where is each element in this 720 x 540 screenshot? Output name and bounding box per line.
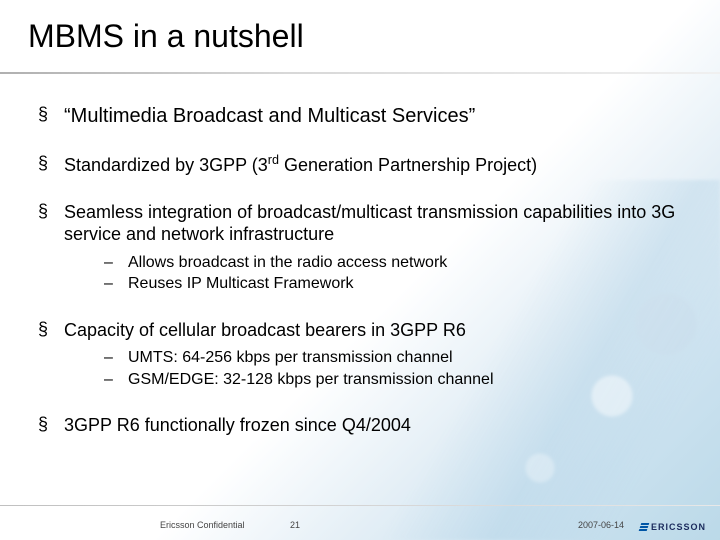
footer-confidential: Ericsson Confidential — [160, 520, 245, 530]
sub-bullet-list: Allows broadcast in the radio access net… — [104, 252, 692, 295]
bullet-item: Seamless integration of broadcast/multic… — [38, 201, 692, 295]
logo-text: ERICSSON — [651, 522, 706, 532]
bullet-item: “Multimedia Broadcast and Multicast Serv… — [38, 104, 692, 129]
slide: MBMS in a nutshell “Multimedia Broadcast… — [0, 0, 720, 540]
bullet-list: “Multimedia Broadcast and Multicast Serv… — [38, 104, 692, 437]
sub-bullet-item: GSM/EDGE: 32-128 kbps per transmission c… — [104, 369, 692, 391]
title-underline — [0, 72, 720, 74]
sub-bullet-item: UMTS: 64-256 kbps per transmission chann… — [104, 347, 692, 369]
slide-title: MBMS in a nutshell — [28, 18, 304, 55]
ericsson-logo: ERICSSON — [640, 522, 706, 532]
bullet-item: 3GPP R6 functionally frozen since Q4/200… — [38, 414, 692, 437]
bullet-text: “Multimedia Broadcast and Multicast Serv… — [64, 105, 475, 127]
footer: Ericsson Confidential 21 2007-06-14 ERIC… — [0, 512, 720, 540]
title-area: MBMS in a nutshell — [28, 18, 304, 55]
logo-bars-icon — [639, 523, 650, 531]
sub-bullet-item: Reuses IP Multicast Framework — [104, 273, 692, 295]
bullet-text: Standardized by 3GPP (3rd Generation Par… — [64, 155, 537, 175]
bullet-item: Capacity of cellular broadcast bearers i… — [38, 319, 692, 391]
bullet-text: Seamless integration of broadcast/multic… — [64, 202, 675, 245]
sub-bullet-item: Allows broadcast in the radio access net… — [104, 252, 692, 274]
sub-bullet-list: UMTS: 64-256 kbps per transmission chann… — [104, 347, 692, 390]
bullet-text: 3GPP R6 functionally frozen since Q4/200… — [64, 415, 411, 435]
bullet-item: Standardized by 3GPP (3rd Generation Par… — [38, 153, 692, 177]
footer-divider — [0, 505, 720, 506]
footer-page-number: 21 — [290, 520, 300, 530]
footer-date: 2007-06-14 — [578, 520, 624, 530]
bullet-text: Capacity of cellular broadcast bearers i… — [64, 320, 466, 340]
content-area: “Multimedia Broadcast and Multicast Serv… — [38, 104, 692, 461]
